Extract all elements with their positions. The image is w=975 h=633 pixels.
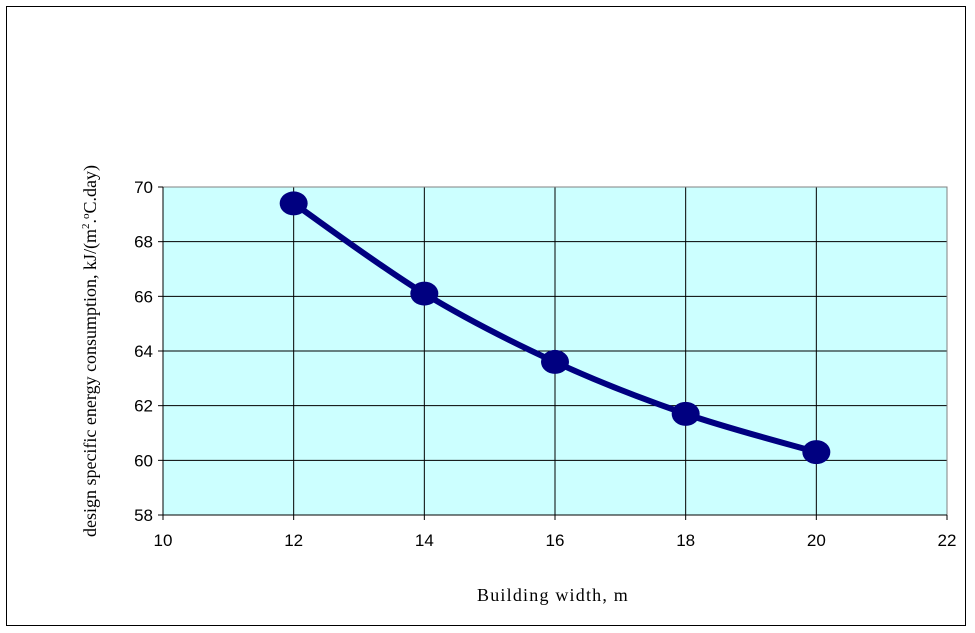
x-tick-label: 14 (415, 531, 434, 550)
x-tick-label: 22 (938, 531, 957, 550)
x-tick-label: 18 (676, 531, 695, 550)
y-tick-label: 62 (134, 397, 153, 416)
y-tick-label: 58 (134, 506, 153, 525)
y-tick-label: 64 (134, 342, 153, 361)
data-point (410, 281, 439, 306)
data-point (541, 349, 569, 374)
y-tick-label: 66 (134, 287, 153, 306)
x-axis-label: Building width, m (477, 585, 629, 605)
y-axis-label: design specific energy consumption, kJ/(… (80, 165, 101, 537)
y-tick-label: 60 (134, 451, 153, 470)
data-point (279, 191, 308, 216)
y-tick-label: 70 (134, 178, 153, 197)
x-tick-label: 16 (546, 531, 565, 550)
axes (158, 186, 948, 520)
data-point (671, 401, 700, 426)
y-tick-labels: 58 60 62 64 66 68 70 (134, 178, 153, 525)
x-tick-labels: 10 12 14 16 18 20 22 (154, 531, 957, 550)
data-point (802, 440, 831, 465)
data-series (279, 191, 831, 465)
x-tick-label: 12 (284, 531, 303, 550)
y-tick-label: 68 (134, 233, 153, 252)
x-tick-label: 10 (154, 531, 173, 550)
x-tick-label: 20 (807, 531, 826, 550)
